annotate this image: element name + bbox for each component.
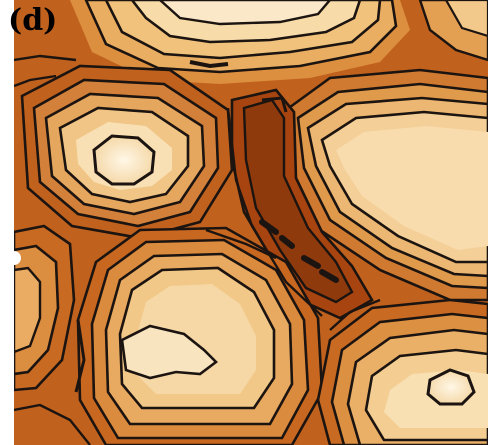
contour-field — [14, 0, 488, 445]
central-channel — [230, 88, 374, 320]
island-top-right-corner — [418, 0, 488, 62]
outer-contours — [14, 54, 381, 445]
island-left-upper — [20, 64, 234, 240]
island-bottom-right — [316, 298, 488, 445]
island-top — [70, 0, 410, 84]
margin-marker — [7, 251, 21, 265]
island-bottom-center — [74, 226, 324, 445]
island-left-lower — [14, 224, 76, 392]
panel-label: (d) — [8, 3, 58, 38]
island-right-upper — [284, 68, 488, 302]
